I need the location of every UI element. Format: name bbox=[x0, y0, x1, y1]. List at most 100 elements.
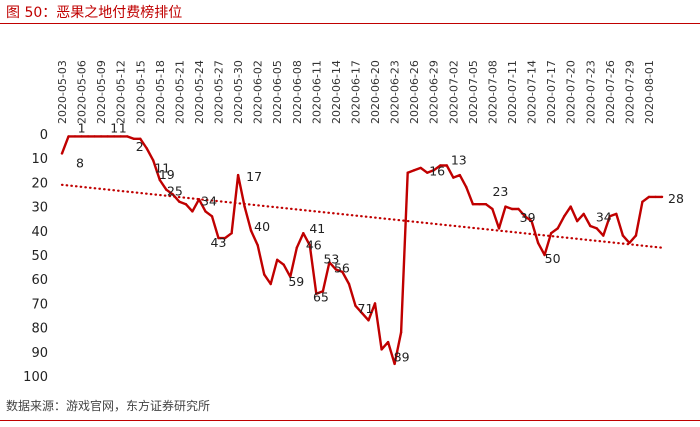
data-label: 89 bbox=[394, 349, 410, 364]
data-point bbox=[113, 135, 116, 138]
data-point bbox=[576, 219, 579, 223]
data-point bbox=[126, 135, 129, 138]
data-point bbox=[563, 215, 566, 218]
x-tick-label: 2020-06-29 bbox=[428, 60, 441, 124]
data-point bbox=[510, 207, 514, 211]
x-tick-label: 2020-06-17 bbox=[349, 60, 362, 124]
data-point bbox=[465, 186, 468, 189]
data-point bbox=[373, 302, 377, 305]
x-tick-label: 2020-06-05 bbox=[271, 60, 284, 124]
data-point bbox=[406, 171, 409, 174]
y-tick-label: 100 bbox=[23, 370, 48, 385]
data-point bbox=[119, 135, 122, 138]
data-point bbox=[445, 164, 448, 167]
data-point bbox=[432, 169, 435, 172]
data-point bbox=[223, 236, 227, 240]
data-point bbox=[504, 205, 507, 208]
data-point bbox=[165, 188, 168, 191]
data-point bbox=[80, 135, 83, 138]
data-point bbox=[380, 348, 383, 351]
y-tick-label: 60 bbox=[31, 273, 48, 288]
x-tick-label: 2020-05-15 bbox=[134, 60, 147, 124]
data-point bbox=[491, 207, 494, 211]
x-tick-label: 2020-07-05 bbox=[467, 60, 480, 124]
data-point bbox=[158, 178, 161, 182]
data-point bbox=[556, 227, 559, 230]
data-label: 50 bbox=[545, 251, 561, 266]
data-point bbox=[347, 282, 351, 286]
data-point bbox=[321, 290, 325, 293]
data-point bbox=[295, 246, 298, 249]
data-point bbox=[328, 261, 331, 264]
y-tick-label: 10 bbox=[31, 152, 48, 167]
data-point bbox=[426, 171, 429, 174]
x-tick-label: 2020-05-21 bbox=[173, 60, 186, 124]
x-tick-label: 2020-05-12 bbox=[115, 60, 128, 124]
y-tick-label: 0 bbox=[40, 128, 48, 143]
data-label: 41 bbox=[309, 221, 325, 236]
x-tick-label: 2020-07-23 bbox=[584, 60, 597, 124]
data-label: 40 bbox=[254, 219, 270, 234]
data-label: 39 bbox=[520, 210, 536, 225]
y-tick-label: 90 bbox=[31, 346, 48, 361]
data-point bbox=[302, 232, 305, 235]
trend-line bbox=[60, 183, 664, 249]
data-point bbox=[399, 331, 403, 334]
data-point bbox=[647, 195, 651, 199]
data-label: 25 bbox=[167, 184, 183, 199]
data-point bbox=[484, 203, 488, 206]
data-point bbox=[595, 227, 598, 230]
data-label: 23 bbox=[492, 184, 508, 199]
data-point bbox=[334, 268, 338, 271]
data-point bbox=[145, 147, 148, 150]
data-label: 43 bbox=[211, 235, 227, 250]
data-point bbox=[478, 203, 481, 206]
data-point bbox=[249, 229, 253, 232]
data-label: 28 bbox=[668, 191, 684, 206]
data-point bbox=[263, 273, 266, 276]
data-point bbox=[178, 200, 181, 203]
x-tick-label: 2020-06-23 bbox=[389, 60, 402, 124]
x-tick-label: 2020-05-30 bbox=[232, 60, 245, 124]
x-tick-label: 2020-05-24 bbox=[193, 60, 206, 124]
data-label: 59 bbox=[288, 274, 304, 289]
data-point bbox=[152, 159, 155, 162]
x-tick-label: 2020-06-11 bbox=[310, 60, 323, 124]
data-label: 53 bbox=[323, 251, 339, 266]
x-tick-label: 2020-06-14 bbox=[330, 60, 343, 124]
data-point bbox=[413, 169, 416, 172]
data-label: 2 bbox=[136, 139, 144, 154]
data-point bbox=[530, 219, 533, 223]
data-point bbox=[276, 258, 279, 261]
data-point bbox=[615, 212, 618, 216]
data-point bbox=[73, 135, 77, 138]
series-line bbox=[60, 135, 664, 366]
x-tick-label: 2020-06-20 bbox=[369, 60, 382, 124]
y-tick-label: 20 bbox=[31, 176, 48, 191]
data-point bbox=[289, 275, 292, 278]
data-point bbox=[634, 234, 638, 237]
y-tick-label: 30 bbox=[31, 201, 48, 216]
x-tick-label: 2020-06-26 bbox=[408, 60, 421, 124]
data-point bbox=[217, 236, 220, 240]
data-point bbox=[517, 207, 520, 211]
title-rule bbox=[0, 23, 700, 24]
data-point bbox=[660, 195, 664, 199]
data-point bbox=[523, 215, 527, 218]
y-tick-label: 80 bbox=[31, 322, 48, 337]
x-tick-label: 2020-07-14 bbox=[526, 60, 539, 124]
data-point bbox=[602, 234, 605, 237]
data-label: 13 bbox=[451, 153, 467, 168]
data-label: 1 bbox=[78, 120, 86, 135]
data-label: 17 bbox=[246, 169, 262, 184]
x-tick-label: 2020-05-03 bbox=[56, 60, 69, 124]
x-tick-label: 2020-05-06 bbox=[76, 60, 89, 124]
data-label: 1 bbox=[110, 120, 118, 135]
data-label: 34 bbox=[596, 209, 612, 224]
source-note: 数据来源：游戏官网，东方证券研究所 bbox=[6, 399, 211, 413]
data-point bbox=[230, 232, 233, 235]
data-point bbox=[315, 292, 318, 295]
data-point bbox=[582, 212, 585, 216]
x-tick-label: 2020-07-02 bbox=[447, 60, 460, 124]
